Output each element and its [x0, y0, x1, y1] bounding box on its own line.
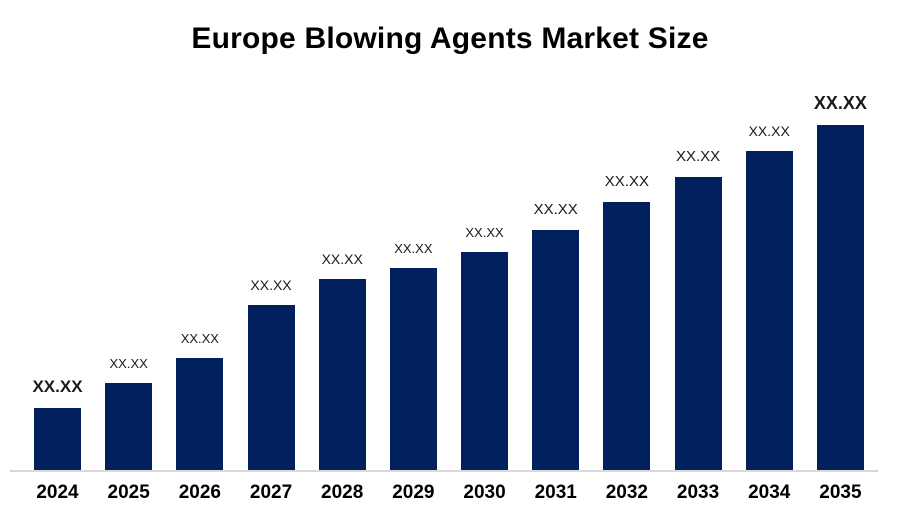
bar-value-label: XX.XX: [675, 148, 721, 165]
bar: [34, 408, 81, 471]
bar-group: XX.XX: [105, 356, 153, 471]
bar-group: XX.XX: [532, 201, 580, 471]
bar: [105, 383, 153, 471]
x-axis-label: 2029: [392, 482, 435, 503]
bar: [532, 230, 580, 471]
x-axis-labels: 2024 2025 2026 2027 2028 2029 2030 2031 2032 2033…: [34, 482, 864, 504]
bar: [674, 177, 722, 471]
bar-value-label: XX.XX: [250, 277, 292, 293]
x-axis-label: 2033: [676, 482, 720, 503]
bar-value-label: XX.XX: [321, 251, 363, 267]
bar-group: XX.XX: [318, 251, 366, 471]
bar-group: XX.XX: [389, 241, 437, 471]
x-axis-label: 2027: [249, 482, 293, 503]
bar-group: XX.XX: [247, 277, 295, 471]
bar-group: XX.XX: [603, 173, 651, 471]
bar-value-label: XX.XX: [813, 93, 867, 113]
bar: [603, 202, 651, 471]
x-axis-line: [10, 470, 878, 472]
bar-value-label: XX.XX: [180, 331, 219, 346]
bar: [247, 305, 295, 471]
bar-value-label: XX.XX: [748, 123, 790, 139]
bar: [816, 125, 864, 471]
x-axis-label: 2025: [107, 482, 150, 503]
chart-title: Europe Blowing Agents Market Size: [191, 22, 709, 55]
bar: [461, 252, 509, 471]
x-axis-label: 2034: [748, 482, 791, 503]
bar-value-label: XX.XX: [394, 241, 433, 256]
x-axis-label: 2035: [819, 482, 862, 503]
bar-group: XX.XX: [745, 123, 793, 471]
bar-group: XX.XX: [674, 148, 722, 471]
bar-group: XX.XX: [461, 225, 509, 471]
x-axis-label: 2028: [321, 482, 364, 503]
bar-group: XX.XX: [32, 377, 83, 471]
bar-value-label: XX.XX: [32, 377, 83, 396]
x-axis-label: 2031: [534, 482, 577, 503]
bar: [745, 151, 793, 471]
x-axis-label: 2032: [605, 482, 649, 503]
bar-group: XX.XX: [813, 93, 867, 471]
x-axis-label: 2024: [36, 482, 79, 503]
bar-value-label: XX.XX: [533, 201, 578, 218]
bar: [176, 358, 224, 471]
bar: [318, 279, 366, 471]
bars-row: XX.XX XX.XX XX.XX XX.XX XX.XX XX.XX XX.XX XX.XX…: [32, 0, 867, 471]
bar-value-label: XX.XX: [109, 356, 148, 371]
x-axis-label: 2026: [178, 482, 221, 503]
bar-value-label: XX.XX: [465, 225, 504, 240]
bar: [389, 268, 437, 471]
x-axis-label: 2030: [463, 482, 506, 503]
bar-value-label: XX.XX: [604, 173, 649, 190]
bar-group: XX.XX: [176, 331, 224, 471]
